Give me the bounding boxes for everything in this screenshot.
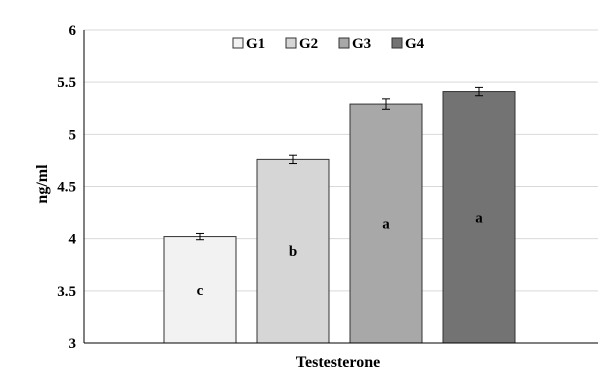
y-tick-label: 3 xyxy=(69,336,77,352)
legend-swatch xyxy=(285,37,297,49)
error-bar-g4 xyxy=(475,86,483,97)
legend-item-g3: G3 xyxy=(338,36,371,52)
y-tick-label: 3.5 xyxy=(57,284,76,300)
y-tick-label: 4 xyxy=(69,232,77,248)
bar-label-g4: a xyxy=(475,210,483,226)
legend-label: G2 xyxy=(299,36,318,52)
legend-item-g4: G4 xyxy=(391,36,425,52)
bar-label-g2: b xyxy=(289,244,297,260)
y-axis-title: ng/ml xyxy=(34,164,51,204)
y-tick-label: 4.5 xyxy=(57,180,76,196)
error-bar-g1 xyxy=(196,232,204,241)
legend-swatch xyxy=(232,37,244,49)
legend-swatch xyxy=(391,37,403,49)
bar-label-g1: c xyxy=(197,283,204,299)
legend-item-g2: G2 xyxy=(285,36,318,52)
bar-label-g3: a xyxy=(382,217,390,233)
x-axis-title: Testesterone xyxy=(296,354,380,371)
y-axis-ticks: 3 3.5 4 4.5 5 5.5 6 xyxy=(57,23,76,352)
bar-letter-labels: c b a a xyxy=(197,210,484,299)
bars xyxy=(163,91,516,344)
bar-g3 xyxy=(349,103,423,344)
error-bars xyxy=(196,86,483,241)
legend-label: G1 xyxy=(246,36,265,52)
y-tick-label: 5.5 xyxy=(57,75,76,91)
legend: G1 G2 G3 G4 xyxy=(232,36,425,52)
legend-label: G3 xyxy=(352,36,371,52)
error-bar-g2 xyxy=(289,154,297,165)
y-tick-label: 5 xyxy=(69,127,77,143)
y-tick-label: 6 xyxy=(69,23,77,39)
legend-label: G4 xyxy=(405,36,425,52)
legend-item-g1: G1 xyxy=(232,36,265,52)
error-bar-g3 xyxy=(382,98,390,110)
axes xyxy=(83,30,598,344)
legend-swatch xyxy=(338,37,350,49)
bar-g2 xyxy=(256,158,330,344)
gridlines xyxy=(84,29,598,292)
